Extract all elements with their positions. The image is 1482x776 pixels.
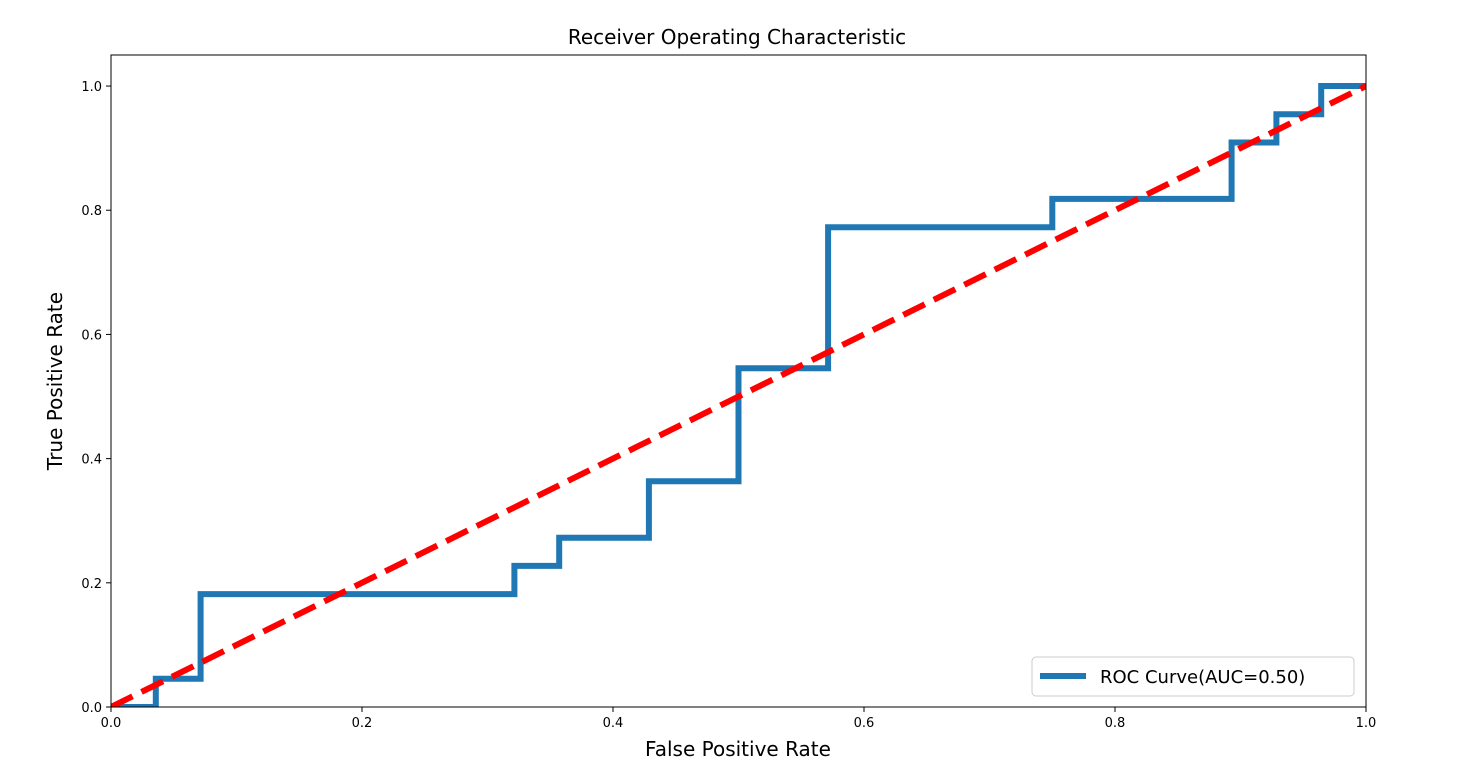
- y-tick-label: 0.8: [81, 204, 102, 219]
- x-tick-label: 0.0: [101, 716, 122, 731]
- y-tick-label: 0.6: [81, 328, 102, 343]
- x-tick-label: 0.2: [352, 716, 373, 731]
- y-tick-label: 0.4: [81, 453, 102, 468]
- legend: ROC Curve(AUC=0.50): [1031, 656, 1355, 697]
- y-tick-label: 0.0: [81, 701, 102, 716]
- x-axis-label: False Positive Rate: [645, 737, 831, 761]
- legend-box: [1031, 656, 1355, 697]
- plot-area: [110, 54, 1367, 708]
- x-axis: 0.0 0.2 0.4 0.6 0.8 1.0: [101, 707, 1377, 731]
- x-tick-label: 0.4: [603, 716, 624, 731]
- x-tick-label: 1.0: [1356, 716, 1377, 731]
- y-axis-label: True Positive Rate: [43, 292, 67, 471]
- series-layer: [111, 83, 1366, 707]
- series-line-0: [111, 83, 1366, 707]
- y-axis: 0.0 0.2 0.4 0.6 0.8 1.0: [81, 80, 111, 716]
- plot-frame: [110, 54, 1367, 708]
- x-tick-label: 0.8: [1105, 716, 1126, 731]
- y-tick-label: 1.0: [81, 80, 102, 95]
- x-tick-label: 0.6: [854, 716, 875, 731]
- y-tick-label: 0.2: [81, 577, 102, 592]
- series-line-1: [111, 83, 1366, 707]
- chart-title: Receiver Operating Characteristic: [568, 25, 906, 49]
- legend-label-roc: ROC Curve(AUC=0.50): [1100, 667, 1305, 688]
